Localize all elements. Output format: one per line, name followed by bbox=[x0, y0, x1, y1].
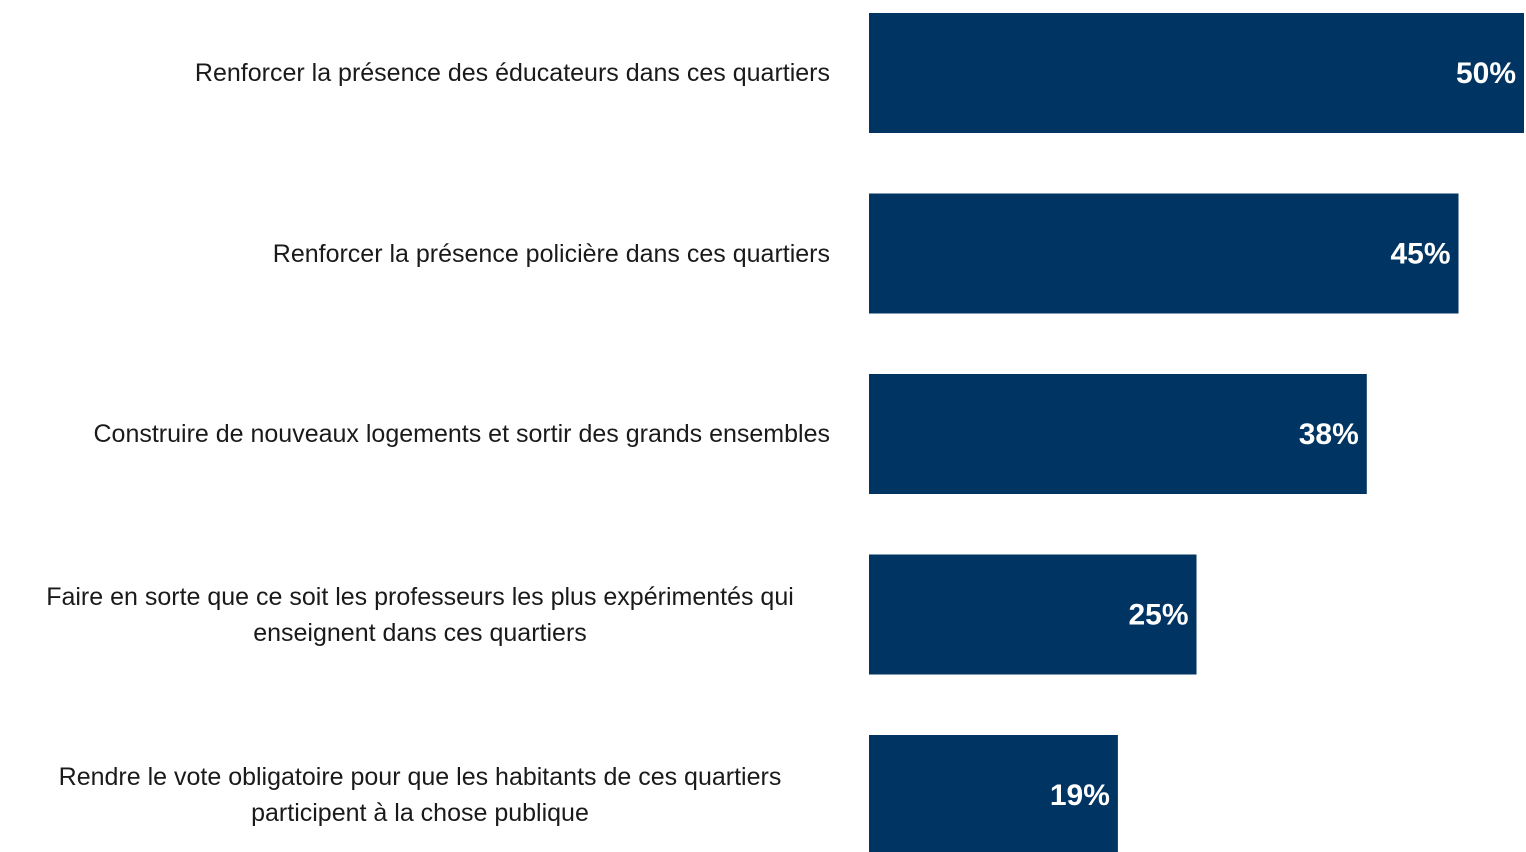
bar bbox=[869, 554, 1197, 675]
value-label: 19% bbox=[1050, 779, 1110, 812]
bar bbox=[869, 735, 1118, 852]
bar bbox=[869, 193, 1459, 314]
value-label: 50% bbox=[1456, 57, 1516, 90]
value-label: 45% bbox=[1390, 237, 1450, 270]
category-label: Rendre le vote obligatoire pour que les … bbox=[58, 763, 782, 827]
value-label: 38% bbox=[1299, 418, 1359, 451]
category-label: Renforcer la présence des éducateurs dan… bbox=[194, 59, 830, 87]
bar bbox=[869, 13, 1524, 133]
value-label: 25% bbox=[1128, 598, 1188, 631]
bar bbox=[869, 374, 1367, 494]
category-label: Construire de nouveaux logements et sort… bbox=[93, 420, 830, 448]
category-label: Renforcer la présence policière dans ces… bbox=[272, 239, 830, 268]
category-label: Faire en sorte que ce soit les professeu… bbox=[46, 582, 794, 647]
